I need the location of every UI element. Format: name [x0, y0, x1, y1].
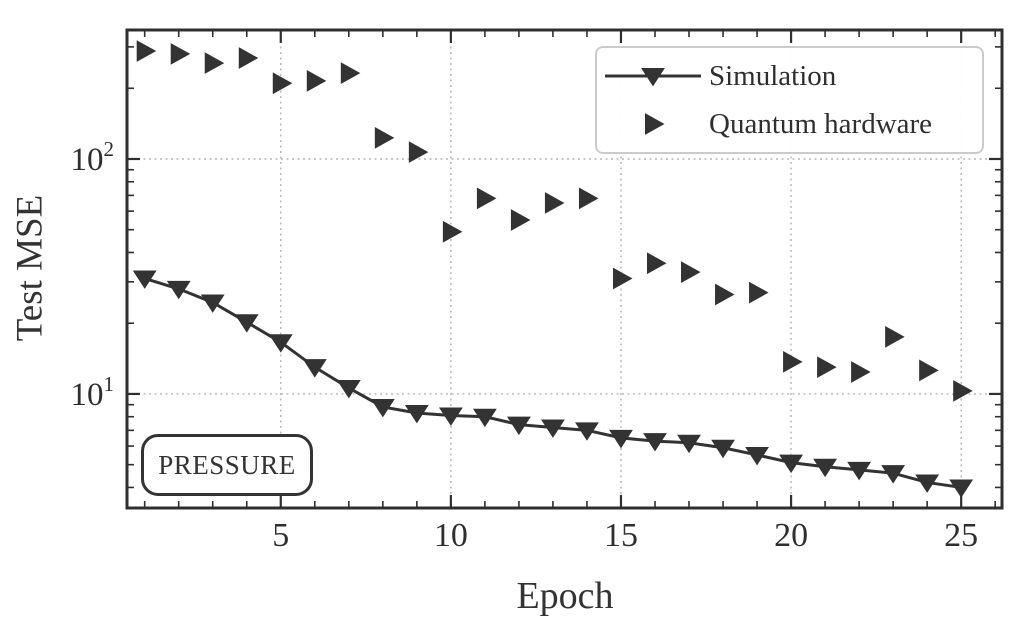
x-tick-label: 10 — [434, 517, 468, 554]
quantum-point-icon — [681, 261, 701, 283]
quantum-point-icon — [374, 127, 395, 149]
simulation-point-icon — [643, 433, 667, 452]
y-tick-label: 102 — [71, 137, 115, 178]
simulation-point-icon — [915, 474, 940, 493]
x-tick-label: 20 — [774, 517, 808, 554]
simulation-point-icon — [370, 398, 395, 418]
simulation-point-icon — [949, 479, 974, 498]
legend-item-quantum-hardware: Quantum hardware — [597, 101, 982, 147]
axis-spine — [125, 28, 1004, 510]
simulation-point-icon — [779, 454, 803, 474]
legend-label-quantum-hardware: Quantum hardware — [709, 107, 933, 140]
quantum-point-icon — [544, 192, 565, 214]
quantum-point-icon — [442, 220, 463, 243]
simulation-point-icon — [336, 379, 361, 399]
legend: Simulation Quantum hardware — [595, 46, 984, 154]
simulation-point-icon — [234, 314, 259, 333]
quantum-point-icon — [204, 52, 225, 74]
simulation-line-marker-icon — [605, 68, 701, 87]
simulation-point-icon — [711, 439, 735, 459]
quantum-point-icon — [306, 70, 327, 92]
simulation-point-icon — [609, 429, 633, 449]
x-axis-label: Epoch — [516, 575, 614, 617]
legend-label-simulation: Simulation — [709, 59, 837, 92]
quantum-point-icon — [612, 267, 633, 290]
quantum-point-icon — [510, 209, 531, 231]
quantum-point-icon — [851, 361, 871, 383]
simulation-point-icon — [745, 446, 769, 466]
simulation-point-icon — [677, 434, 701, 454]
quantum-point-icon — [919, 359, 939, 382]
quantum-point-icon — [646, 252, 667, 275]
quantum-point-icon — [953, 380, 973, 402]
quantum-point-icon — [170, 43, 191, 65]
quantum-point-icon — [783, 350, 803, 373]
quantum-point-icon — [645, 113, 665, 135]
simulation-point-icon — [847, 461, 872, 481]
simulation-point-icon — [268, 334, 293, 353]
simulation-point-icon — [575, 422, 599, 441]
simulation-point-icon — [541, 419, 565, 438]
simulation-point-icon — [438, 407, 463, 426]
simulation-point-icon — [472, 408, 497, 428]
quantum-point-icon — [885, 325, 905, 348]
quantum-point-icon — [340, 62, 361, 84]
y-tick-label: 101 — [71, 372, 115, 413]
x-tick-label: 5 — [272, 517, 289, 554]
pressure-annotation: PRESSURE — [141, 434, 313, 496]
simulation-point-icon — [881, 465, 906, 484]
quantum-point-icon — [136, 40, 157, 62]
simulation-point-icon — [302, 359, 327, 378]
quantum-point-icon — [749, 281, 769, 304]
quantum-point-icon — [715, 283, 735, 306]
quantum-point-icon — [817, 356, 837, 379]
quantum-hardware-marker-icon — [645, 113, 665, 135]
simulation-point-icon — [506, 416, 531, 436]
quantum-point-icon — [578, 187, 599, 210]
simulation-point-icon — [404, 404, 429, 424]
simulation-point-icon — [641, 68, 665, 87]
simulation-point-icon — [132, 270, 157, 289]
simulation-point-icon — [200, 294, 225, 313]
x-tick-label: 15 — [604, 517, 638, 554]
y-axis-label: Test MSE — [9, 194, 51, 342]
quantum-point-icon — [408, 141, 429, 163]
quantum-point-icon — [238, 47, 259, 69]
simulation-point-icon — [166, 280, 191, 300]
simulation-point-icon — [813, 458, 838, 478]
x-tick-label: 25 — [944, 517, 978, 554]
quantum-point-icon — [272, 72, 293, 95]
quantum-point-icon — [476, 187, 497, 210]
legend-item-simulation: Simulation — [597, 53, 982, 99]
